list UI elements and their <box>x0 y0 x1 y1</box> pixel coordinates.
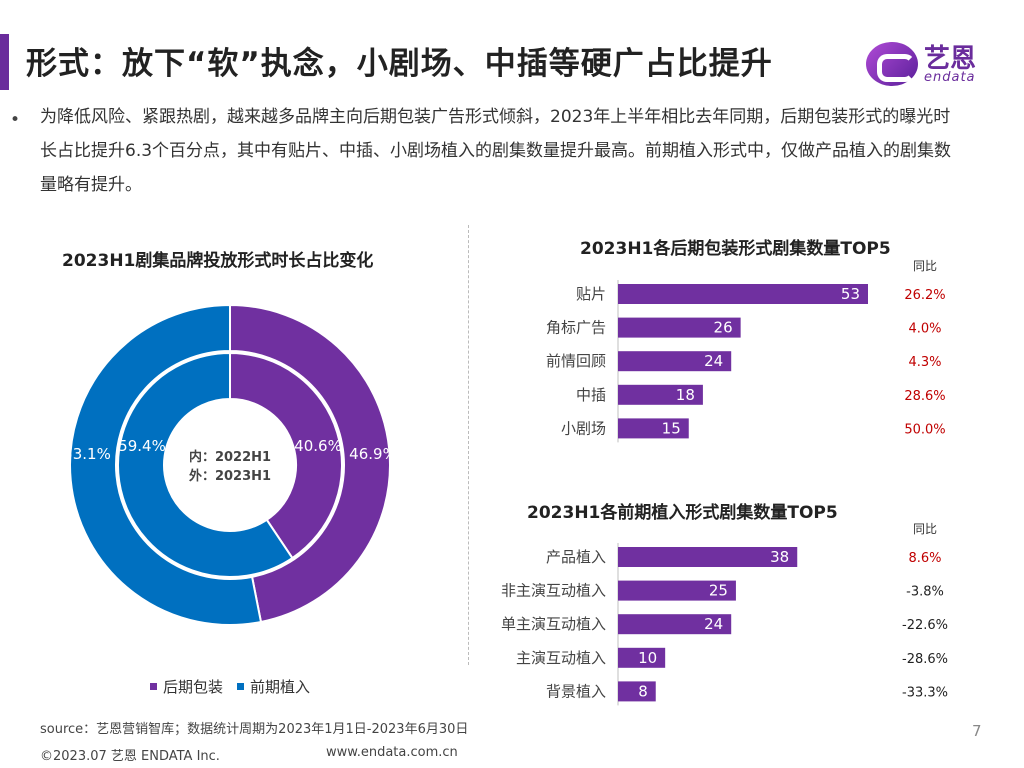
pre-bar-value-1: 25 <box>709 582 728 600</box>
post-bar-1 <box>618 317 741 338</box>
post-bar-value-4: 15 <box>662 419 681 437</box>
pre-category-label-0: 产品植入 <box>546 548 606 566</box>
post-yoy-header: 同比 <box>913 259 937 273</box>
post-yoy-value-0: 26.2% <box>904 288 945 303</box>
post-category-label-4: 小剧场 <box>561 419 606 437</box>
endata-logo: 艺恩 endata <box>866 40 996 92</box>
post-category-label-0: 贴片 <box>576 285 606 303</box>
donut-label-outer-0: 46.9% <box>349 445 397 463</box>
source-note: source：艺恩营销智库；数据统计周期为2023年1月1日-2023年6月30… <box>40 722 469 737</box>
donut-center-label-0: 内：2022H1 <box>189 449 271 465</box>
pre-yoy-value-1: -3.8% <box>906 585 944 600</box>
pre-bar-value-2: 24 <box>704 615 723 633</box>
pre-yoy-header: 同比 <box>913 522 937 536</box>
section-divider <box>468 225 469 665</box>
donut-center-label-1: 外：2023H1 <box>188 468 271 484</box>
pre-bar-0 <box>618 547 798 567</box>
pre-yoy-value-2: -22.6% <box>902 618 948 633</box>
post-yoy-value-3: 28.6% <box>904 389 945 404</box>
pre-bar-4 <box>618 681 656 702</box>
legend-swatch-post <box>150 683 157 690</box>
post-yoy-value-2: 4.3% <box>908 355 941 370</box>
pre-bar-2 <box>618 614 732 635</box>
donut-label-inner-0: 40.6% <box>294 437 342 455</box>
post-bar-value-2: 24 <box>704 352 723 370</box>
post-category-label-2: 前情回顾 <box>546 352 606 370</box>
donut-chart-title: 2023H1剧集品牌投放形式时长占比变化 <box>62 251 374 271</box>
post-bar-chart-title: 2023H1各后期包装形式剧集数量TOP5 <box>580 239 891 259</box>
title-accent-bar <box>0 34 9 90</box>
legend-label-post: 后期包装 <box>163 678 224 696</box>
legend-item-pre: 前期植入 <box>237 676 310 697</box>
logo-text-cn: 艺恩 <box>924 44 977 74</box>
donut-label-inner-1: 59.4% <box>118 437 166 455</box>
legend-item-post: 后期包装 <box>150 676 223 697</box>
pre-bar-1 <box>618 580 736 601</box>
post-bar-value-0: 53 <box>841 285 860 303</box>
page-title: 形式：放下“软”执念，小剧场、中插等硬广占比提升 <box>26 46 773 82</box>
legend-swatch-pre <box>237 683 245 690</box>
donut-label-outer-1: 53.1% <box>63 445 111 463</box>
website-link[interactable]: www.endata.com.cn <box>326 745 458 760</box>
donut-slice-outer-0 <box>229 303 391 624</box>
pre-bar-chart-title: 2023H1各前期植入形式剧集数量TOP5 <box>527 503 838 523</box>
pre-category-label-3: 主演互动植入 <box>516 649 606 667</box>
pre-category-label-4: 背景植入 <box>546 682 606 700</box>
donut-slice-inner-1 <box>117 351 294 578</box>
copyright: ©2023.07 艺恩 ENDATA Inc. <box>40 749 220 764</box>
donut-slice-inner-0 <box>229 351 343 560</box>
pre-bar-value-0: 38 <box>770 548 789 566</box>
post-category-label-1: 角标广告 <box>546 319 606 337</box>
bullet-icon: • <box>10 110 21 130</box>
donut-slice-outer-1 <box>68 303 263 626</box>
endata-logo-icon <box>866 42 918 86</box>
post-bar-value-1: 26 <box>714 319 733 337</box>
pre-category-label-1: 非主演互动植入 <box>501 582 606 600</box>
donut-chart: 40.6% 59.4% 46.9% 53.1% 内：2022H1 外：2023H1 <box>63 303 397 626</box>
post-category-label-3: 中插 <box>576 386 606 404</box>
legend-label-pre: 前期植入 <box>250 678 311 696</box>
post-bar-2 <box>618 351 732 372</box>
pre-bar-value-4: 8 <box>638 682 648 700</box>
pre-category-label-2: 单主演互动植入 <box>501 615 606 633</box>
pre-bar-value-3: 10 <box>638 649 657 667</box>
post-bar-value-3: 18 <box>676 386 695 404</box>
post-bar-0 <box>618 284 868 304</box>
post-bar-4 <box>618 418 689 439</box>
donut-legend: 后期包装 前期植入 <box>150 676 310 697</box>
logo-text-en: endata <box>924 70 976 85</box>
pre-bar-3 <box>618 647 666 668</box>
page-number: 7 <box>972 722 982 740</box>
intro-paragraph: 为降低风险、紧跟热剧，越来越多品牌主向后期包装广告形式倾斜，2023年上半年相比… <box>40 107 952 195</box>
post-yoy-value-4: 50.0% <box>904 422 945 437</box>
pre-yoy-value-4: -33.3% <box>902 685 948 700</box>
post-bar-3 <box>618 384 703 405</box>
pre-yoy-value-3: -28.6% <box>902 652 948 667</box>
pre-yoy-value-0: 8.6% <box>908 551 941 566</box>
post-yoy-value-1: 4.0% <box>908 322 941 337</box>
